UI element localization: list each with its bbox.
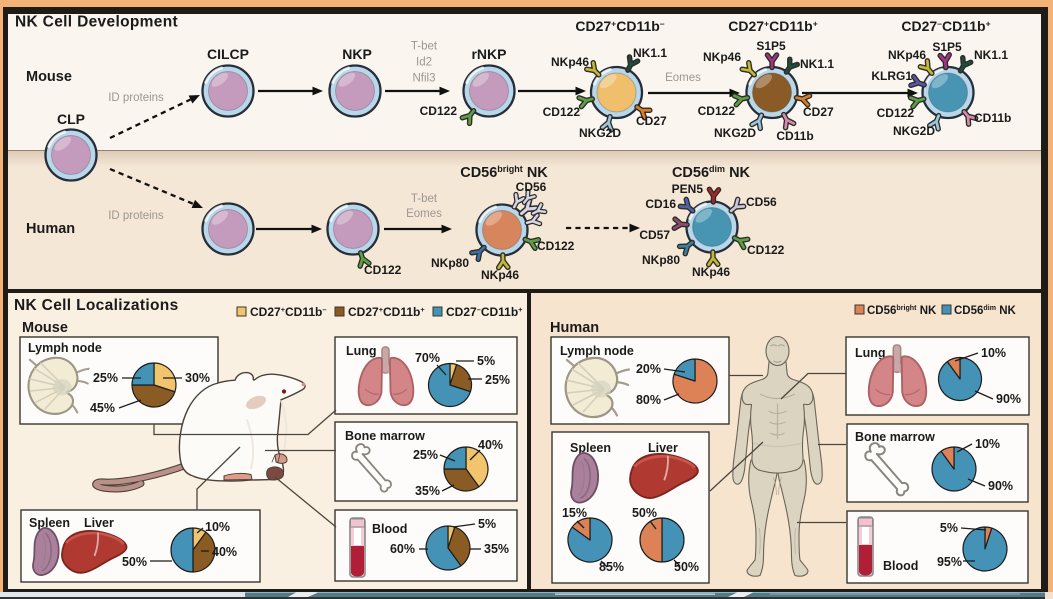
svg-text:CD27+CD11b+: CD27+CD11b+ <box>348 305 425 319</box>
svg-text:5%: 5% <box>477 354 495 368</box>
svg-text:NKp46: NKp46 <box>703 50 741 64</box>
svg-text:CD27+CD11b–: CD27+CD11b– <box>575 18 664 34</box>
svg-text:CD122: CD122 <box>877 106 915 120</box>
svg-text:NKp46: NKp46 <box>888 48 926 62</box>
svg-text:10%: 10% <box>975 437 1000 451</box>
svg-text:NK Cell Localizations: NK Cell Localizations <box>14 297 179 314</box>
svg-text:Blood: Blood <box>372 522 407 536</box>
svg-text:ID proteins: ID proteins <box>108 92 164 104</box>
svg-text:Bone marrow: Bone marrow <box>345 429 425 443</box>
svg-text:20%: 20% <box>636 362 661 376</box>
svg-text:CD56dim NK: CD56dim NK <box>954 304 1017 317</box>
svg-text:50%: 50% <box>674 560 699 574</box>
svg-text:5%: 5% <box>478 517 496 531</box>
svg-text:CD122: CD122 <box>543 105 581 119</box>
svg-text:CD122: CD122 <box>420 104 458 118</box>
svg-text:CD122: CD122 <box>698 104 736 118</box>
svg-text:Lymph node: Lymph node <box>28 341 102 355</box>
svg-text:30%: 30% <box>185 371 210 385</box>
svg-text:S1P5: S1P5 <box>932 40 962 54</box>
svg-text:CD56bright NK: CD56bright NK <box>460 164 548 181</box>
svg-text:KLRG1: KLRG1 <box>871 69 912 83</box>
svg-text:Id2: Id2 <box>416 57 432 69</box>
svg-text:Lymph node: Lymph node <box>560 344 634 358</box>
svg-text:CD122: CD122 <box>364 263 402 277</box>
svg-text:Nfil3: Nfil3 <box>412 73 435 85</box>
svg-text:T-bet: T-bet <box>411 41 438 53</box>
svg-text:35%: 35% <box>415 484 440 498</box>
svg-text:CD27+CD11b+: CD27+CD11b+ <box>728 18 818 34</box>
svg-text:NK Cell Development: NK Cell Development <box>15 14 178 31</box>
svg-text:Bone marrow: Bone marrow <box>855 430 935 444</box>
svg-text:CD27+CD11b–: CD27+CD11b– <box>250 305 327 319</box>
svg-text:CD27: CD27 <box>803 105 834 119</box>
svg-text:NKP: NKP <box>342 46 372 62</box>
svg-text:NKp80: NKp80 <box>642 253 680 267</box>
svg-text:Blood: Blood <box>883 559 918 573</box>
svg-text:CD16: CD16 <box>645 197 676 211</box>
svg-text:Eomes: Eomes <box>406 208 442 220</box>
svg-text:CD27: CD27 <box>636 114 667 128</box>
svg-text:CD27–CD11b+: CD27–CD11b+ <box>901 18 990 34</box>
svg-text:5%: 5% <box>940 521 958 535</box>
svg-text:80%: 80% <box>636 393 661 407</box>
svg-text:Mouse: Mouse <box>26 69 72 85</box>
svg-text:CD122: CD122 <box>537 239 575 253</box>
svg-text:85%: 85% <box>599 560 624 574</box>
svg-text:CD11b: CD11b <box>974 111 1011 125</box>
svg-text:Spleen: Spleen <box>29 516 70 530</box>
svg-text:NK1.1: NK1.1 <box>800 57 834 71</box>
svg-text:25%: 25% <box>93 371 118 385</box>
svg-text:CD56: CD56 <box>516 180 547 194</box>
svg-text:rNKP: rNKP <box>471 46 506 62</box>
svg-text:CD56dim NK: CD56dim NK <box>672 164 751 181</box>
svg-text:10%: 10% <box>205 520 230 534</box>
svg-text:10%: 10% <box>981 346 1006 360</box>
svg-text:S1P5: S1P5 <box>756 39 786 53</box>
svg-text:NK1.1: NK1.1 <box>974 48 1008 62</box>
svg-text:NKG2D: NKG2D <box>579 126 621 140</box>
svg-text:CD56bright NK: CD56bright NK <box>867 304 937 317</box>
svg-text:CD57: CD57 <box>639 228 670 242</box>
svg-text:25%: 25% <box>413 448 438 462</box>
svg-text:70%: 70% <box>415 351 440 365</box>
svg-text:NKG2D: NKG2D <box>893 124 935 138</box>
svg-text:Liver: Liver <box>84 516 114 530</box>
svg-text:50%: 50% <box>122 555 147 569</box>
svg-text:CILCP: CILCP <box>207 46 249 62</box>
svg-text:15%: 15% <box>562 506 587 520</box>
svg-text:Lung: Lung <box>855 346 886 360</box>
svg-text:Human: Human <box>26 221 75 237</box>
svg-text:60%: 60% <box>390 542 415 556</box>
svg-text:CD56: CD56 <box>746 195 777 209</box>
svg-text:Spleen: Spleen <box>570 441 611 455</box>
svg-text:Human: Human <box>550 320 599 336</box>
svg-text:NKG2D: NKG2D <box>714 126 756 140</box>
svg-text:45%: 45% <box>90 401 115 415</box>
svg-text:Lung: Lung <box>346 344 377 358</box>
svg-text:90%: 90% <box>988 479 1013 493</box>
svg-text:25%: 25% <box>485 373 510 387</box>
svg-text:NKp46: NKp46 <box>692 265 730 279</box>
svg-text:CD11b: CD11b <box>776 129 813 143</box>
svg-text:CD27–CD11b+: CD27–CD11b+ <box>446 305 523 319</box>
svg-text:CLP: CLP <box>57 111 85 127</box>
svg-text:95%: 95% <box>937 555 962 569</box>
svg-text:PEN5: PEN5 <box>672 182 704 196</box>
svg-text:CD122: CD122 <box>747 243 785 257</box>
svg-text:90%: 90% <box>996 392 1021 406</box>
svg-text:ID proteins: ID proteins <box>108 210 164 222</box>
svg-text:NKp46: NKp46 <box>481 268 519 282</box>
svg-text:Liver: Liver <box>648 441 678 455</box>
svg-text:Eomes: Eomes <box>665 72 701 84</box>
svg-text:40%: 40% <box>478 438 503 452</box>
svg-text:NKp46: NKp46 <box>551 55 589 69</box>
svg-text:35%: 35% <box>484 542 509 556</box>
svg-text:T-bet: T-bet <box>411 193 438 205</box>
svg-text:NK1.1: NK1.1 <box>633 46 667 60</box>
svg-text:NKp80: NKp80 <box>431 256 469 270</box>
svg-text:40%: 40% <box>212 545 237 559</box>
svg-text:50%: 50% <box>632 506 657 520</box>
svg-text:Mouse: Mouse <box>22 320 68 336</box>
